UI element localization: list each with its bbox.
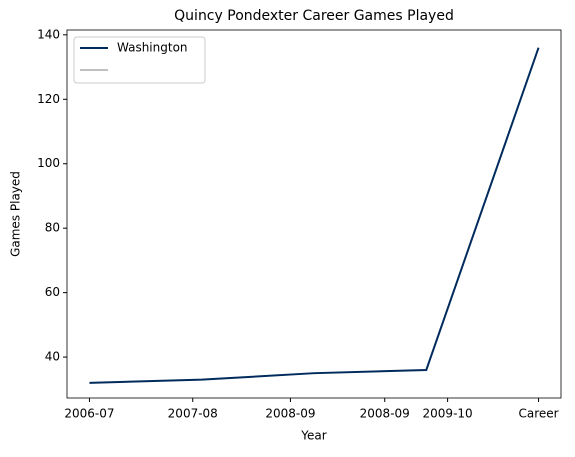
x-axis-label: Year <box>300 429 326 443</box>
x-tick-label: 2007-08 <box>168 407 218 421</box>
y-tick-label: 80 <box>45 221 60 235</box>
y-tick-label: 120 <box>37 92 60 106</box>
y-tick-label: 100 <box>37 156 60 170</box>
x-tick-label: 2008-09 <box>265 407 315 421</box>
data-line <box>89 47 540 384</box>
x-tick-label: 2008-09 <box>360 407 410 421</box>
y-tick-label: 140 <box>37 27 60 41</box>
y-tick-label: 60 <box>45 285 60 299</box>
y-tick-label: 40 <box>45 350 60 364</box>
x-tick-label: 2006-07 <box>64 407 114 421</box>
x-tick-label: Career <box>518 407 558 421</box>
legend-label: Washington <box>117 41 188 55</box>
y-axis-label: Games Played <box>9 171 23 257</box>
chart-title: Quincy Pondexter Career Games Played <box>174 8 454 24</box>
x-tick-label: 2009-10 <box>423 407 473 421</box>
plot-frame <box>66 29 562 399</box>
